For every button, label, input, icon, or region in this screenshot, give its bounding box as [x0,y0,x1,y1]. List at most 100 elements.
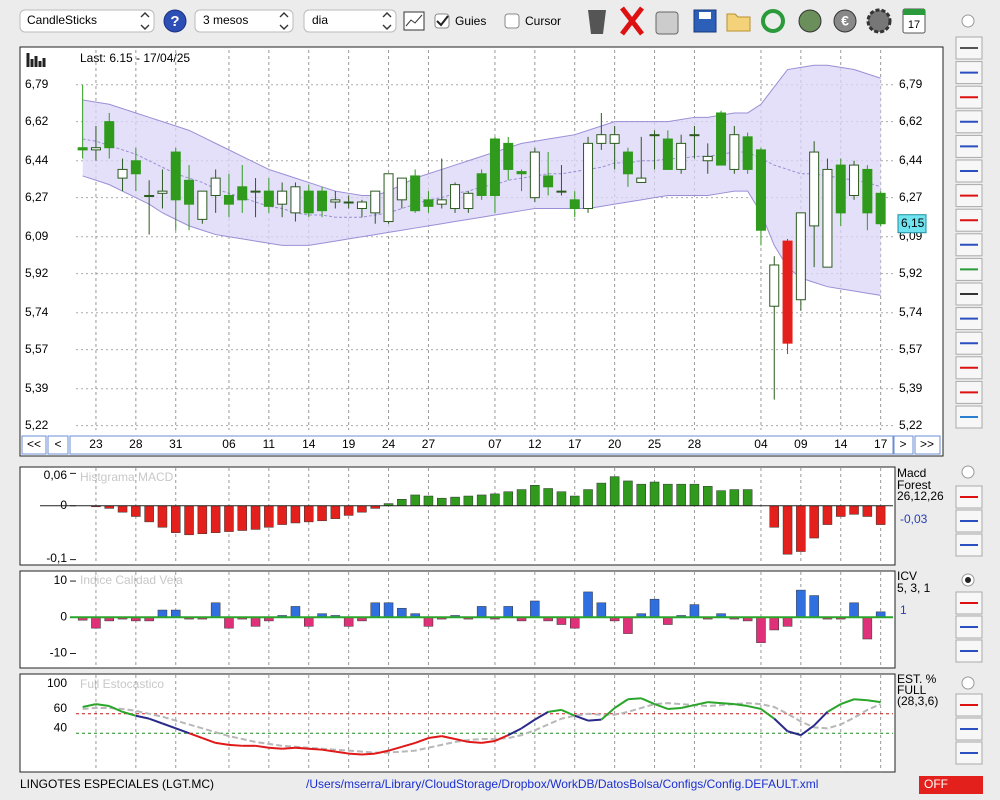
histogram-bar [197,505,208,534]
stoch-k-segment [401,741,416,748]
stoch-k-segment [162,722,177,730]
stoch-k-segment [228,743,243,747]
histogram-bar [649,598,660,618]
histogram-bar [849,505,859,515]
histogram-bar [636,483,646,506]
settings-icon[interactable] [866,8,892,34]
y-tick-label: 6,44 [25,153,49,167]
interval-select[interactable] [303,9,397,33]
y-tick-label: -10 [50,646,68,660]
histogram-bar [822,505,833,525]
histogram-bar [809,595,819,618]
radio[interactable] [961,676,975,690]
candle-body [476,173,487,196]
histogram-bar [250,617,261,627]
y-tick-label: 0 [60,498,67,512]
status-box [919,776,983,794]
guides-checkbox[interactable] [434,13,450,29]
nav-last[interactable] [914,435,941,455]
cursor-checkbox[interactable] [504,13,520,29]
x-tick-label: 14 [834,437,848,451]
calendar-band [903,9,925,15]
last-price-label: 6,15 [901,216,925,230]
candle-body [104,121,115,149]
y-tick-label-right: 5,39 [899,381,923,395]
candle-body [343,201,354,204]
y-tick-label-right: 6,62 [899,114,923,128]
histogram-bar [343,617,354,627]
histogram-bar [503,606,513,618]
candle-body [583,142,594,210]
icv-side: ICV [897,569,917,583]
candle-body [77,147,88,151]
nav-prev[interactable] [47,435,69,455]
stoch-k-segment [122,710,137,717]
x-tick-label: 09 [794,437,808,451]
stoch-k-segment [348,752,363,756]
histogram-bar [623,480,633,506]
stoch-k-segment [574,714,589,722]
stoch-k-segment [468,740,482,744]
nav-next-label: > [899,437,906,451]
candle-body [197,190,208,220]
histogram-bar [663,617,673,625]
histogram-bar [756,617,766,643]
print-icon[interactable] [655,11,679,35]
stoch-k-segment [202,737,216,744]
web-icon[interactable] [798,9,822,33]
stoch-d-line [82,702,882,754]
histogram-bar [290,505,301,524]
radio[interactable] [961,14,975,28]
candle-body [649,134,660,137]
stoch-k-segment [361,752,376,756]
y-tick-label-right: 6,44 [899,153,923,167]
histogram-bar [450,496,460,506]
histogram-bar [875,505,886,525]
nav-next[interactable] [893,435,914,455]
macd-value: -0,03 [900,512,928,526]
histogram-bar [836,505,846,517]
candle-body [795,212,806,301]
y-tick-label: 5,39 [25,381,49,395]
trash-icon[interactable] [588,10,606,34]
radio[interactable] [961,465,975,479]
histogram-bar [716,490,726,506]
y-tick-label: 10 [54,573,68,587]
stoch-k-segment [587,718,602,722]
help-button[interactable] [163,9,187,33]
stoch-k-segment [454,738,469,743]
save-icon-label [699,12,711,19]
histogram-bar [609,476,620,506]
stoch-k-segment [707,701,722,705]
euro-icon[interactable] [833,9,857,33]
y-tick-label: 5,22 [25,418,49,432]
stoch-k-segment [747,705,762,710]
histogram-bar [157,609,168,618]
instrument-name: LINGOTES ESPECIALES (LGT.MC) [20,777,214,791]
stoch-k-segment [826,703,842,713]
chart-type-select[interactable] [19,9,155,33]
stoch-k-segment [680,704,695,709]
config-path[interactable]: /Users/mserra/Library/CloudStorage/Dropb… [306,777,818,791]
open-icon[interactable] [726,13,751,32]
stoch-k-segment [734,703,748,708]
period-select[interactable] [194,9,294,33]
x-tick-label: 28 [688,437,702,451]
histogram-bar [543,488,553,506]
stoch-k-segment [135,714,150,720]
stoch-k-segment [335,750,349,755]
chart-icon[interactable] [403,11,425,31]
candle-body [90,147,101,151]
nav-first[interactable] [21,435,47,455]
candle-body [170,151,181,201]
candle-body [237,186,248,201]
delete-icon[interactable] [620,6,644,36]
x-tick-label: 25 [648,437,662,451]
refresh-icon[interactable] [761,9,785,33]
chart-type: CandleSticks [27,13,97,27]
stoch-k-segment [82,703,97,708]
status: OFF [924,777,948,791]
stoch-k-segment [840,698,855,706]
histogram-bar [437,497,447,506]
